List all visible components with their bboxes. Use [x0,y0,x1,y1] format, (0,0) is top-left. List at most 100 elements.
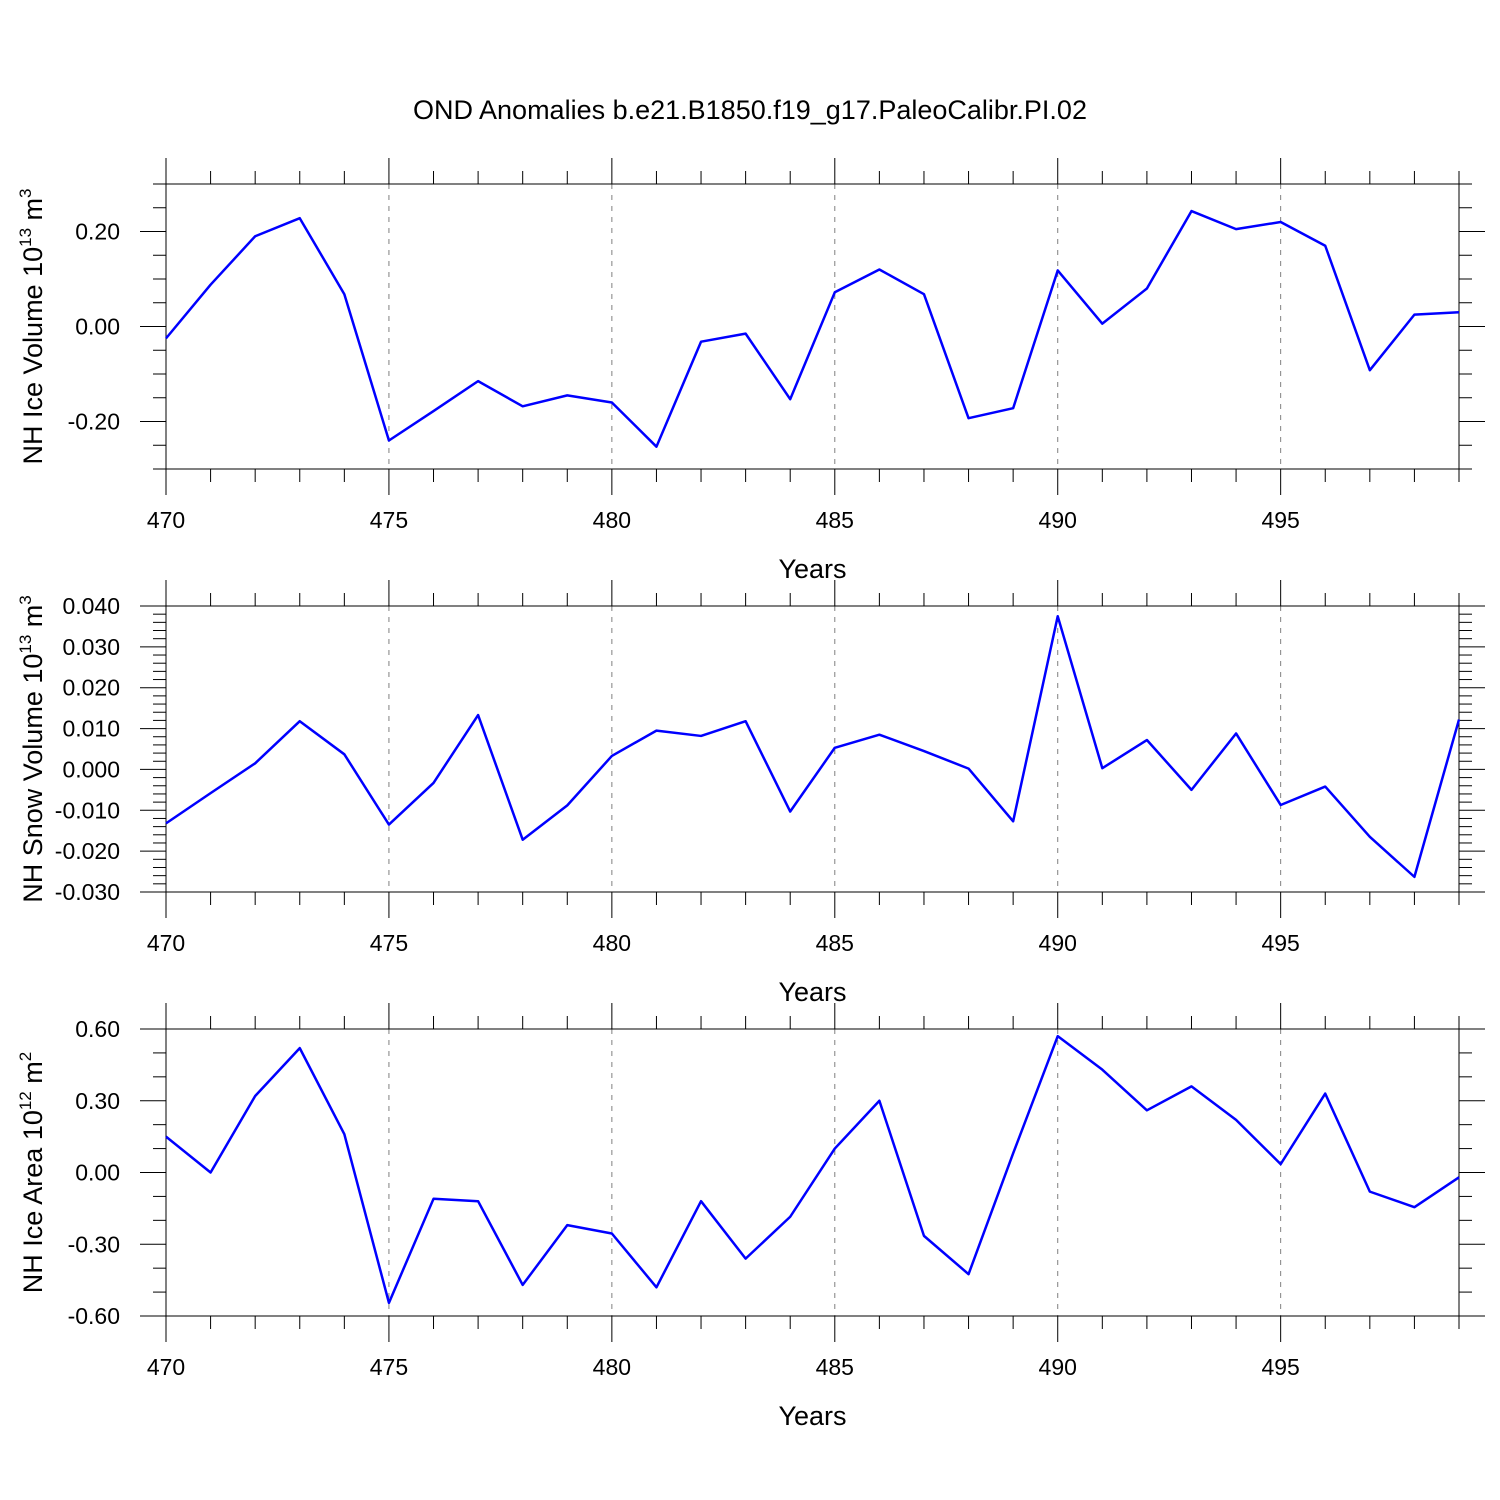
y-tick-label: 0.60 [75,1016,120,1042]
y-axis-label: NH Ice Volume 1013 m3 [16,189,48,465]
data-point [788,1214,793,1219]
data-point [1278,802,1283,807]
x-tick-label: 495 [1261,1354,1299,1380]
x-tick-label: 485 [816,930,854,956]
data-point [877,1098,882,1103]
y-axis-label: NH Snow Volume 1013 m3 [16,595,48,903]
data-point [565,1223,570,1228]
data-point [386,822,391,827]
data-point [297,719,302,724]
data-point [921,1233,926,1238]
data-point [1189,209,1194,214]
data-point [386,438,391,443]
data-point [877,732,882,737]
data-point [966,1272,971,1277]
x-tick-label: 480 [593,1354,631,1380]
data-point [699,1199,704,1204]
y-tick-label: 0.00 [75,1160,120,1186]
data-point [431,1196,436,1201]
y-tick-label: 0.040 [62,593,120,619]
y-axis-label-ylabel-exp: 13 [16,228,35,247]
plot-frame [165,605,1460,893]
data-point [654,728,659,733]
x-tick-label: 470 [147,930,185,956]
x-tick-label: 470 [147,1354,185,1380]
y-tick-label: -0.20 [68,409,120,435]
y-tick-label: -0.60 [68,1303,120,1329]
data-point [1189,1084,1194,1089]
y-axis-label-ylabel-exp: 12 [16,1091,35,1110]
y-axis-label-ylabel: NH Snow Volume 10 [18,654,48,903]
x-tick-label: 495 [1261,507,1299,533]
data-point [743,1256,748,1261]
y-axis-label-ylabel-unit: m [18,198,48,228]
x-tick-label: 475 [370,1354,408,1380]
data-point [253,761,258,766]
x-tick-label: 490 [1039,1354,1077,1380]
data-point [253,234,258,239]
data-point [208,791,213,796]
x-tick-label: 490 [1039,930,1077,956]
data-point [297,1046,302,1051]
plot-frame [165,1028,1460,1317]
data-point [342,1132,347,1137]
data-point [654,444,659,449]
data-point [1189,787,1194,792]
data-point [520,1282,525,1287]
x-tick-label: 495 [1261,930,1299,956]
data-point [743,331,748,336]
data-point [297,216,302,221]
data-series-line [165,1034,1460,1305]
y-tick-label: 0.010 [62,716,120,742]
data-point [476,379,481,384]
data-point [1323,243,1328,248]
y-tick-label: 0.20 [75,219,120,245]
data-point [1144,1108,1149,1113]
data-point [1457,1175,1462,1180]
x-tick-label: 480 [593,507,631,533]
chart-panel-2: 470 475 480 485 490 495 -0.030 -0.020 -0.010 0.00… [16,580,1485,1007]
data-point [1367,368,1372,373]
data-point [1278,220,1283,225]
x-axis-label: Years [778,1401,846,1431]
data-point [208,1170,213,1175]
data-point [1011,819,1016,824]
data-point [1011,406,1016,411]
y-axis-label-ylabel-exp: 13 [16,635,35,654]
y-axis-label-ylabel-unit-exp: 2 [16,1052,35,1061]
data-point [1412,312,1417,317]
x-tick-label: 475 [370,930,408,956]
data-point [164,336,169,341]
data-point [1323,784,1328,789]
data-point [832,290,837,295]
y-tick-label: 0.030 [62,634,120,660]
x-tick-label: 480 [593,930,631,956]
data-point [565,803,570,808]
y-tick-label: -0.010 [55,797,120,823]
y-axis-label-ylabel-unit: m [18,1061,48,1091]
x-axis-label: Years [778,554,846,584]
data-point [476,1199,481,1204]
data-point [1412,874,1417,879]
chart-panel-3: 470 475 480 485 490 495 -0.60 -0.30 0.00 0.30 0.60… [16,1003,1485,1431]
plot-frame [165,183,1460,470]
data-point [1234,1117,1239,1122]
y-axis-label-ylabel: NH Ice Volume 10 [18,247,48,465]
data-point [1278,1162,1283,1167]
data-point [966,416,971,421]
data-point [966,766,971,771]
chart-panel-1: 470 475 480 485 490 495 -0.20 0.00 0.20 Years NH I… [16,158,1485,584]
y-tick-label: -0.030 [55,879,120,905]
x-tick-label: 475 [370,507,408,533]
data-point [386,1300,391,1305]
data-point [609,400,614,405]
data-point [342,752,347,757]
data-point [743,719,748,724]
data-point [520,837,525,842]
y-tick-label: -0.30 [68,1231,120,1257]
x-axis-label: Years [778,977,846,1007]
data-point [788,397,793,402]
y-tick-label: 0.000 [62,756,120,782]
data-point [565,393,570,398]
